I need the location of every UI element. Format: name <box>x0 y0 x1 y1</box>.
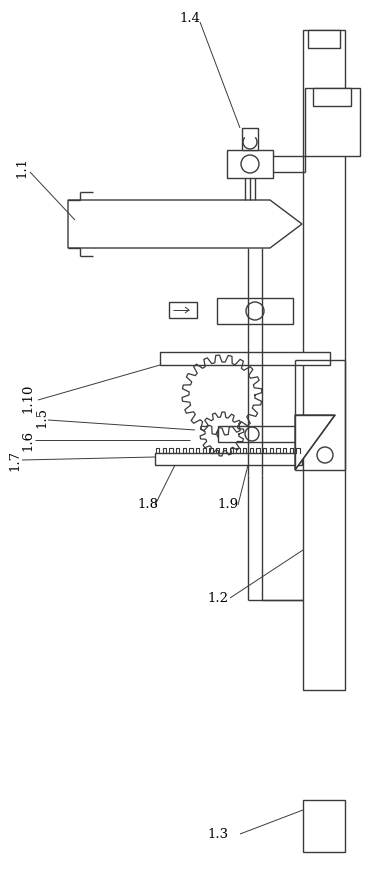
Bar <box>308 30 340 48</box>
Text: 1.2: 1.2 <box>207 591 228 604</box>
Circle shape <box>246 302 264 320</box>
Text: 1.8: 1.8 <box>137 498 159 511</box>
Text: 1.5: 1.5 <box>35 408 48 429</box>
Polygon shape <box>68 200 302 248</box>
Bar <box>155 453 302 465</box>
Polygon shape <box>295 415 335 470</box>
Text: 1.1: 1.1 <box>15 158 28 179</box>
Text: 1.6: 1.6 <box>22 430 35 451</box>
Text: 1.7: 1.7 <box>8 449 22 471</box>
Circle shape <box>241 155 259 173</box>
Circle shape <box>317 447 333 463</box>
Bar <box>305 88 360 156</box>
Bar <box>303 800 345 852</box>
Bar <box>303 30 345 690</box>
Text: 1.10: 1.10 <box>22 383 35 413</box>
Text: 1.4: 1.4 <box>179 11 200 25</box>
Bar <box>217 298 293 324</box>
Bar <box>169 302 197 318</box>
Text: 1.3: 1.3 <box>207 828 228 840</box>
Bar <box>218 426 298 442</box>
Bar <box>242 128 258 150</box>
Bar <box>313 88 351 106</box>
Bar <box>160 352 330 365</box>
Circle shape <box>217 429 227 439</box>
Circle shape <box>245 427 259 441</box>
Bar <box>227 150 273 178</box>
Text: 1.9: 1.9 <box>217 498 238 511</box>
